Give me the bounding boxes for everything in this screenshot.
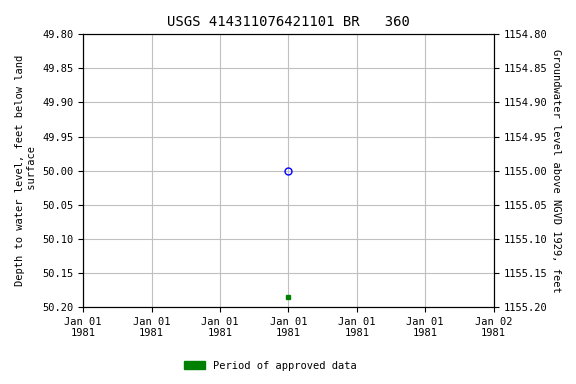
Legend: Period of approved data: Period of approved data — [180, 357, 361, 375]
Y-axis label: Groundwater level above NGVD 1929, feet: Groundwater level above NGVD 1929, feet — [551, 49, 561, 293]
Title: USGS 414311076421101 BR   360: USGS 414311076421101 BR 360 — [167, 15, 410, 29]
Y-axis label: Depth to water level, feet below land
 surface: Depth to water level, feet below land su… — [15, 55, 37, 286]
